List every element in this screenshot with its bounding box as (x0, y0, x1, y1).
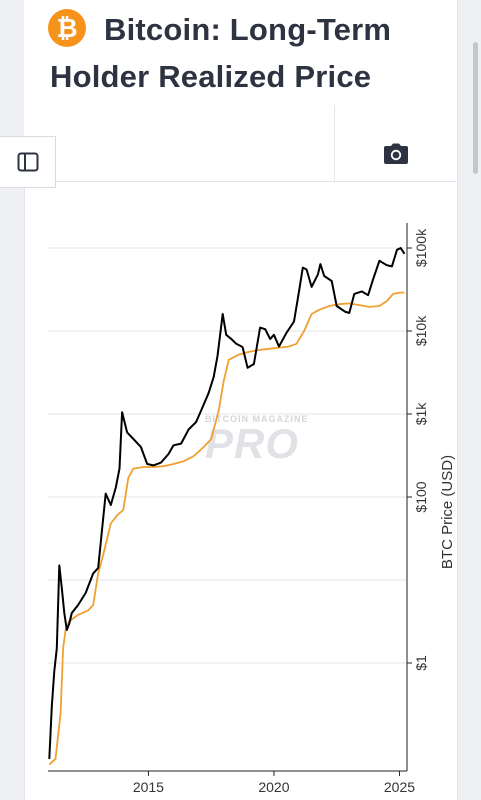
x-tick-label: 2015 (133, 779, 164, 795)
scrollbar-thumb[interactable] (473, 42, 478, 174)
watermark-brand-line: BITCOIN MAGAZINE (205, 414, 309, 424)
y-tick-label: $100k (413, 228, 429, 267)
x-tick-label: 2025 (384, 779, 415, 795)
y-tick-label: $10k (413, 315, 429, 346)
watermark-pro: PRO (205, 420, 300, 467)
x-axis-ticks: 2015 2020 2025 (133, 771, 415, 795)
y-tick-label: $1k (413, 402, 429, 426)
y-tick-label: $1 (413, 655, 429, 671)
lth-realized-price-line (48, 291, 405, 766)
sidebar-toggle-icon (17, 152, 38, 172)
series-lines (48, 247, 406, 766)
btc-price-line (48, 247, 406, 759)
toolbar-divider (334, 105, 335, 181)
gridlines (48, 247, 407, 664)
bitcoin-icon: ₿ (48, 9, 86, 47)
chart-toolbar (24, 105, 456, 182)
camera-icon (384, 143, 408, 164)
y-axis-ticks: $1 $100 $1k $10k $100k (407, 228, 429, 671)
download-image-button[interactable] (376, 137, 416, 171)
y-axis-label: BTC Price (USD) (439, 455, 456, 569)
chart-plot: $1 $100 $1k $10k $100k 2015 2020 2025 BTC Pric… (48, 223, 456, 795)
chart-header (24, 0, 456, 106)
y-tick-label: $100 (413, 481, 429, 512)
chart-title: Bitcoin: Long-Term Holder Realized Price (50, 12, 392, 94)
x-tick-label: 2020 (258, 779, 289, 795)
sidebar-toggle-button[interactable] (0, 136, 56, 188)
